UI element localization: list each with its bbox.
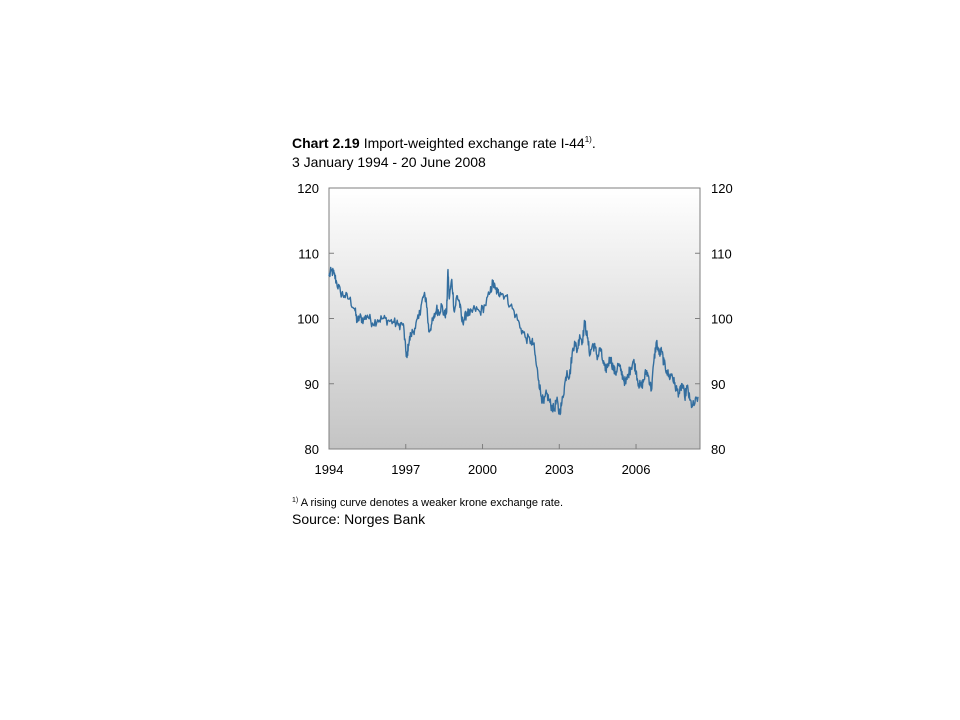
footnote-text: A rising curve denotes a weaker krone ex… — [300, 497, 564, 509]
source-note: Source: Norges Bank — [292, 511, 426, 527]
y-tick-label-left: 110 — [298, 246, 319, 261]
title-footnote-mark: 1) — [584, 135, 592, 144]
title-end: . — [591, 135, 596, 151]
x-tick-label: 1994 — [315, 462, 344, 477]
chart-title-text: Import-weighted exchange rate I-44 — [363, 135, 585, 151]
chart-subtitle: 3 January 1994 - 20 June 2008 — [292, 154, 486, 170]
y-tick-label-left: 120 — [297, 181, 319, 196]
y-tick-label-right: 100 — [711, 312, 733, 327]
y-tick-label-right: 80 — [711, 442, 725, 457]
y-tick-label-right: 110 — [711, 246, 732, 261]
y-tick-label-right: 90 — [711, 377, 725, 392]
x-tick-label: 2006 — [622, 462, 651, 477]
chart-title: Chart 2.19 Import-weighted exchange rate … — [292, 130, 596, 153]
chart-number: Chart 2.19 — [292, 135, 360, 151]
plot-area — [328, 187, 701, 450]
y-tick-label-right: 120 — [711, 181, 733, 196]
chart-footer: 1) A rising curve denotes a weaker krone… — [292, 494, 563, 528]
y-tick-label-left: 100 — [297, 312, 319, 327]
chart-header: Chart 2.19 Import-weighted exchange rate … — [292, 130, 596, 172]
x-tick-label: 1997 — [391, 462, 420, 477]
footnote: 1) A rising curve denotes a weaker krone… — [292, 494, 563, 510]
y-tick-label-left: 90 — [305, 377, 319, 392]
x-tick-label: 2000 — [468, 462, 497, 477]
footnote-mark: 1) — [292, 497, 299, 504]
series-line — [328, 266, 699, 416]
y-tick-label-left: 80 — [305, 442, 319, 457]
x-tick-label: 2003 — [545, 462, 574, 477]
